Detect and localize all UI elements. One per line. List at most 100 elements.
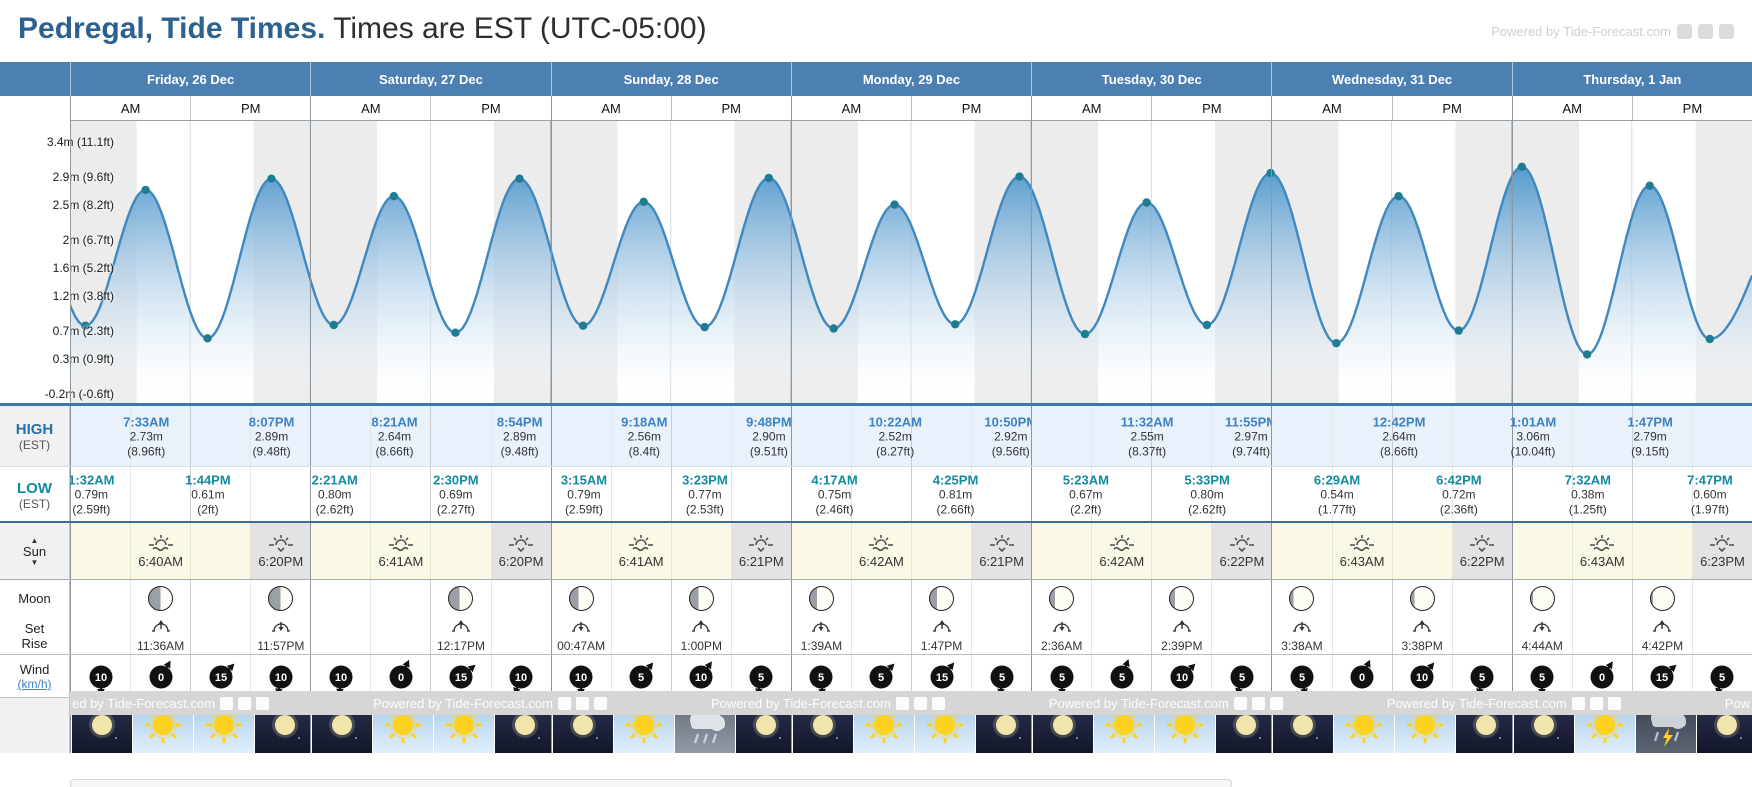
moon-weather-icon (323, 706, 362, 739)
tide-event-text: 2:30PM (433, 472, 479, 488)
sun-weather-icon (1167, 707, 1204, 743)
wind-row: 10 0 15 10 (311, 655, 551, 698)
sunset-icon (268, 535, 293, 552)
day-header: Wednesday, 31 Dec (1271, 62, 1512, 96)
grid-cell (190, 406, 250, 467)
tide-event-text: 2.64m (377, 429, 412, 443)
row-label-low: LOW (EST) (0, 467, 70, 523)
tide-event-text: 2.89m (502, 429, 537, 443)
social-icon (895, 696, 909, 710)
high-tide-row: 7:33AM 2.73m (8.96ft) 8:07PM 2.89m (9.48ft) (71, 406, 311, 467)
high-tide-event: 8:54PM 2.89m (9.48ft) (497, 414, 543, 459)
footer-credit[interactable]: Pow (1725, 696, 1750, 711)
grid-cell (911, 467, 971, 523)
svg-text:10: 10 (1176, 672, 1188, 684)
grid-cell: 10 (250, 655, 310, 698)
grid-cell (490, 616, 551, 655)
low-sun-divider (0, 521, 1752, 523)
footer-credit[interactable]: Powered by Tide-Forecast.com (1049, 696, 1283, 711)
wind-row: 5 0 10 5 (1272, 655, 1512, 698)
grid-cell: 15 (911, 655, 971, 698)
wind-unit-link[interactable]: (km/h) (17, 677, 52, 691)
ampm-header: AM PM (71, 96, 311, 121)
sun-row: 6:41AM 6:21PM (551, 523, 791, 580)
low-tide-event: 7:47PM 0.60m (1.97ft) (1687, 473, 1733, 518)
grid-cell (1032, 580, 1091, 616)
grid-cell (1272, 406, 1331, 467)
sunrise-time: 6:41AM (378, 554, 424, 569)
grid-cell (792, 406, 851, 467)
tide-event-text: 2.89m (254, 429, 289, 443)
grid-cell (1091, 406, 1151, 467)
social-icon (913, 696, 927, 710)
tide-event-text: 0.60m (1693, 487, 1727, 502)
svg-text:0: 0 (158, 672, 164, 684)
wind-row: 5 5 15 5 (791, 655, 1032, 698)
sort-up-icon[interactable]: ▲ (30, 536, 39, 545)
tide-event-text: 0.77m (688, 487, 722, 502)
grid-cell (552, 406, 611, 467)
svg-text:5: 5 (878, 672, 884, 684)
social-icon (1677, 24, 1692, 39)
day-column: Wednesday, 31 Dec AM PM 12:42PM 2.64m (8.66ft… (1271, 62, 1517, 753)
footer-credit[interactable]: ed by Tide-Forecast.com (72, 696, 270, 711)
wind-speed-badge: 5 (1110, 658, 1134, 688)
wind-speed-badge: 0 (1590, 660, 1614, 688)
row-label-high: HIGH (EST) (0, 406, 70, 467)
grid-cell (1333, 698, 1395, 753)
wind-speed-badge: 10 (509, 665, 533, 695)
wind-speed-badge: 10 (689, 660, 713, 688)
footer-credit[interactable]: Powered by Tide-Forecast.com (711, 696, 945, 711)
moon-rise-time: 11:36AM (137, 639, 185, 653)
footer-credit[interactable]: Powered by Tide-Forecast.com (1387, 696, 1621, 711)
grid-cell: 6:42AM (850, 523, 911, 580)
tide-event-text: 6:29AM (1313, 472, 1361, 488)
sun-weather-icon (385, 707, 422, 743)
grid-cell (1691, 580, 1752, 616)
wind-badge: 0 (382, 658, 420, 696)
sort-down-icon[interactable]: ▼ (30, 558, 39, 567)
wind-badge: 10 (262, 658, 300, 696)
tide-event-text: 0.69m (439, 487, 473, 502)
wind-speed-badge: 5 (749, 665, 773, 696)
wind-badge: 5 (1043, 658, 1081, 696)
grid-cell: 3:38PM (1391, 616, 1452, 655)
tide-event-text: 2:21AM (311, 472, 358, 488)
tide-event-text: 9:18AM (621, 414, 668, 429)
wind-badge: 5 (1103, 658, 1141, 696)
svg-text:10: 10 (1416, 672, 1428, 684)
grid-cell (1513, 580, 1572, 616)
grid-cell: 0 (370, 655, 430, 698)
grid-cell (1032, 406, 1091, 467)
grid-cell (430, 467, 490, 523)
tide-event-text: (8.37ft) (1128, 444, 1167, 458)
grid-cell (71, 616, 130, 655)
ampm-cell: PM (1151, 96, 1271, 120)
grid-cell (610, 467, 671, 523)
day-header: Sunday, 28 Dec (550, 62, 791, 96)
tide-event-text: 10:50PM (984, 414, 1038, 429)
ampm-cell: AM (1322, 100, 1342, 116)
grid-cell (1451, 580, 1512, 616)
tide-event-text: 9:48PM (746, 414, 792, 429)
social-icon (1698, 24, 1713, 39)
moon-rise-event: 4:42PM (1642, 618, 1683, 653)
moonrise-icon (1653, 620, 1672, 632)
sunset-time: 6:22PM (1459, 554, 1505, 569)
day-column: Saturday, 27 Dec AM PM 8:21AM 2.64m (8.66ft) 8… (310, 62, 556, 753)
low-tide-event: 4:17AM 0.75m (2.46ft) (811, 473, 857, 518)
moon-phase-icon (1409, 585, 1435, 611)
axis-tick-label: 2.9m (9.6ft) (52, 170, 114, 184)
tide-event-text: 4:25PM (932, 472, 979, 488)
grid-cell: 0 (130, 655, 190, 698)
horizontal-scrollbar-thumb[interactable] (70, 779, 1232, 787)
svg-text:0: 0 (1359, 672, 1365, 684)
sun-weather-icon (625, 707, 662, 743)
footer-credit[interactable]: Powered by Tide-Forecast.com (373, 696, 607, 711)
moon-set-event: 4:44AM (1522, 618, 1563, 653)
tide-event-text: 6:42PM (1436, 472, 1482, 488)
grid-cell (130, 406, 190, 467)
grid-cell: 0 (1331, 655, 1392, 698)
grid-cell: 1:00PM (670, 616, 731, 655)
ampm-cell: AM (1562, 100, 1583, 116)
